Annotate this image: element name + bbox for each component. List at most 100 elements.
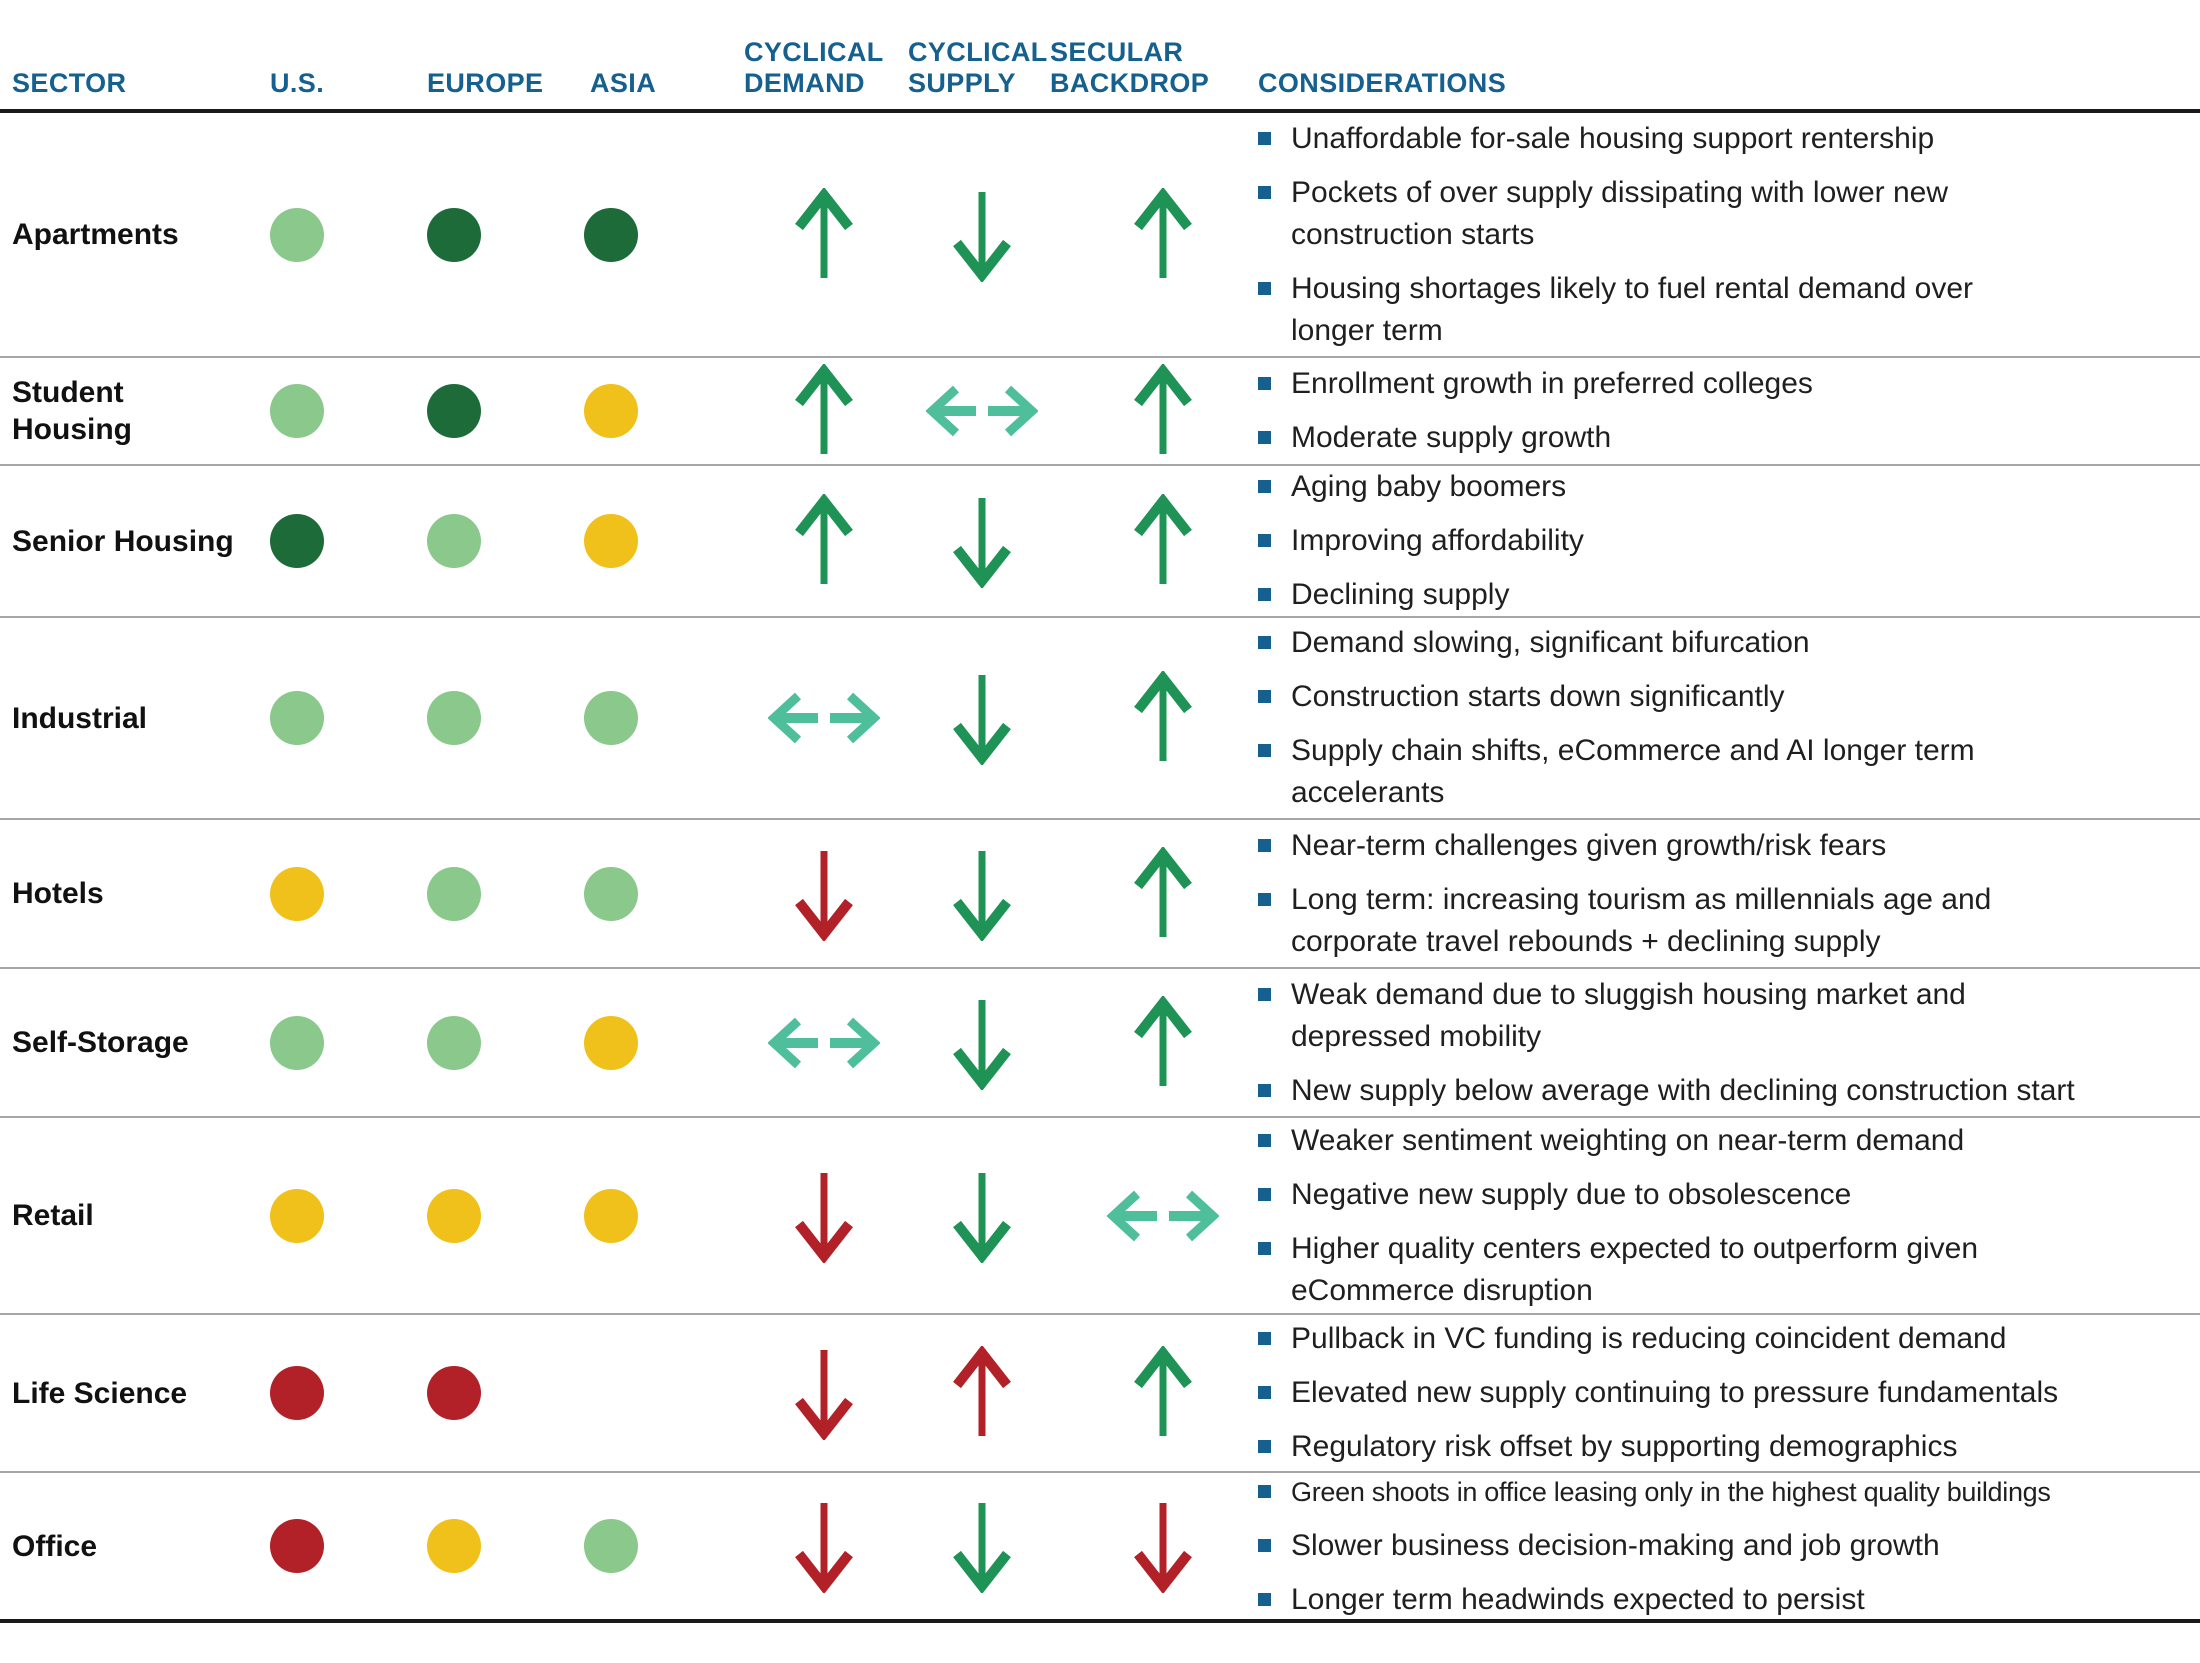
column-header-sector: SECTOR: [12, 68, 127, 98]
rating-dot-cell-us: [243, 514, 351, 568]
cyclical-demand-arrow-cell: [770, 1499, 878, 1593]
consideration-text: Negative new supply due to obsolescence: [1291, 1177, 1852, 1211]
rating-dot-asia-light-green: [584, 866, 638, 921]
bullet-square-icon: [1258, 1241, 1271, 1255]
consideration-item: Pockets of over supply dissipating with …: [1258, 172, 2190, 256]
secular-backdrop-arrow-cell: [1109, 846, 1217, 941]
arrow-up-icon: [1134, 494, 1192, 588]
secular-backdrop-arrow-cell: [1109, 1499, 1217, 1593]
bullet-square-icon: [1258, 281, 1271, 295]
rating-dot-cell-asia: [557, 866, 665, 921]
consideration-item: Housing shortages likely to fuel rental …: [1258, 268, 2190, 352]
rating-dot-cell-europe: [400, 514, 508, 568]
consideration-item: Elevated new supply continuing to pressu…: [1258, 1372, 2190, 1414]
rating-dot-europe-light-green: [427, 1015, 481, 1070]
cyclical-supply-arrow-cell: [928, 1346, 1036, 1440]
arrow-up-icon: [1134, 187, 1192, 282]
rating-dot-europe-light-green: [427, 514, 481, 568]
rating-dot-europe-yellow: [427, 1519, 481, 1573]
consideration-item: Construction starts down significantly: [1258, 676, 2190, 718]
considerations-list: Near-term challenges given growth/risk f…: [1258, 815, 2200, 973]
consideration-item: Green shoots in office leasing only in t…: [1258, 1471, 2190, 1513]
consideration-text: New supply below average with declining …: [1291, 1073, 2075, 1107]
table-body: Apartments Unaffordable for-sale housing…: [0, 113, 2200, 1623]
secular-backdrop-arrow-cell: [1109, 995, 1217, 1090]
table-header-row: SECTOR U.S. EUROPE ASIA CYCLICAL DEMAND …: [0, 0, 2200, 113]
secular-backdrop-arrow-cell: [1109, 671, 1217, 765]
rating-dot-us-red: [270, 1366, 324, 1420]
rating-dot-asia-yellow: [584, 384, 638, 438]
consideration-text: Demand slowing, significant bifurcation: [1291, 626, 1810, 659]
bullet-square-icon: [1258, 1485, 1271, 1498]
cyclical-demand-arrow-cell: [770, 187, 878, 282]
rating-dot-cell-us: [243, 1519, 351, 1573]
rating-dot-us-yellow: [270, 866, 324, 921]
consideration-text: Pullback in VC funding is reducing coinc…: [1291, 1322, 2007, 1355]
consideration-text: Improving affordability: [1291, 524, 1584, 557]
sector-name: Self-Storage: [12, 1026, 189, 1059]
rating-dot-cell-us: [243, 1188, 351, 1243]
rating-dot-us-light-green: [270, 1015, 324, 1070]
consideration-item: Regulatory risk offset by supporting dem…: [1258, 1426, 2190, 1468]
sector-name: Apartments: [12, 218, 179, 251]
considerations-list: Enrollment growth in preferred colleges …: [1258, 353, 2200, 469]
bullet-square-icon: [1258, 588, 1271, 601]
rating-dot-cell-asia: [557, 691, 665, 745]
rating-dot-cell-us: [243, 1366, 351, 1420]
consideration-item: Supply chain shifts, eCommerce and AI lo…: [1258, 730, 2190, 814]
sector-outlook-table: SECTOR U.S. EUROPE ASIA CYCLICAL DEMAND …: [0, 0, 2200, 1623]
arrow-down-icon: [953, 847, 1011, 941]
bullet-square-icon: [1258, 1083, 1271, 1097]
bullet-square-icon: [1258, 636, 1271, 649]
rating-dot-asia-yellow: [584, 514, 638, 568]
consideration-item: Demand slowing, significant bifurcation: [1258, 622, 2190, 664]
rating-dot-asia-light-green: [584, 691, 638, 745]
rating-dot-cell-us: [243, 384, 351, 438]
bullet-square-icon: [1258, 892, 1271, 906]
consideration-item: Near-term challenges given growth/risk f…: [1258, 825, 2190, 867]
column-header-us: U.S.: [270, 68, 325, 98]
bullet-square-icon: [1258, 1440, 1271, 1453]
table-row-apartments: Apartments Unaffordable for-sale housing…: [0, 113, 2200, 358]
rating-dot-cell-asia: [557, 207, 665, 262]
consideration-text: Unaffordable for-sale housing support re…: [1291, 121, 1935, 155]
table-row-hotels: Hotels Near-term challenges given growth…: [0, 820, 2200, 969]
consideration-item: Higher quality centers expected to outpe…: [1258, 1228, 2190, 1312]
rating-dot-europe-dark-green: [427, 384, 481, 438]
consideration-item: Weak demand due to sluggish housing mark…: [1258, 974, 2190, 1058]
cyclical-supply-arrow-cell: [926, 383, 1038, 439]
column-header-cyclical-demand: CYCLICAL DEMAND: [744, 37, 884, 98]
consideration-item: Improving affordability: [1258, 520, 2190, 562]
consideration-text: Long term: increasing tourism as millenn…: [1291, 882, 1992, 958]
arrow-down-icon: [953, 996, 1011, 1090]
cyclical-demand-arrow-cell: [768, 690, 880, 746]
arrow-left-right-icon: [926, 383, 1038, 439]
consideration-item: Unaffordable for-sale housing support re…: [1258, 118, 2190, 160]
consideration-item: Slower business decision-making and job …: [1258, 1525, 2190, 1567]
bullet-square-icon: [1258, 1593, 1271, 1606]
consideration-item: Declining supply: [1258, 574, 2190, 616]
consideration-item: Longer term headwinds expected to persis…: [1258, 1579, 2190, 1621]
bullet-square-icon: [1258, 534, 1271, 547]
bullet-square-icon: [1258, 1133, 1271, 1147]
arrow-left-right-icon: [1107, 1188, 1219, 1244]
rating-dot-cell-europe: [400, 691, 508, 745]
rating-dot-cell-europe: [400, 866, 508, 921]
bullet-square-icon: [1258, 1539, 1271, 1552]
secular-backdrop-arrow-cell: [1109, 494, 1217, 588]
consideration-item: Moderate supply growth: [1258, 417, 2190, 459]
arrow-down-icon: [795, 1499, 853, 1593]
considerations-list: Weak demand due to sluggish housing mark…: [1258, 964, 2200, 1122]
cyclical-demand-arrow-cell: [770, 1346, 878, 1440]
consideration-text: Aging baby boomers: [1291, 470, 1567, 503]
cyclical-supply-arrow-cell: [928, 1499, 1036, 1593]
consideration-text: Green shoots in office leasing only in t…: [1291, 1477, 2051, 1507]
column-header-asia: ASIA: [590, 68, 657, 98]
sector-name: Retail: [12, 1199, 94, 1232]
cyclical-supply-arrow-cell: [928, 847, 1036, 941]
bullet-square-icon: [1258, 1386, 1271, 1399]
table-row-office: Office Green shoots in office leasing on…: [0, 1473, 2200, 1623]
cyclical-demand-arrow-cell: [770, 847, 878, 941]
sector-name: Senior Housing: [12, 524, 234, 558]
cyclical-supply-arrow-cell: [928, 996, 1036, 1090]
